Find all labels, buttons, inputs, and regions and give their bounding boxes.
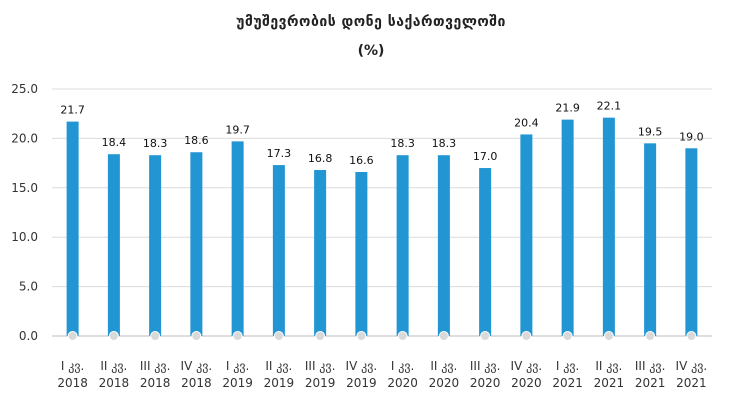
baseline-marker <box>397 331 408 341</box>
baseline-marker <box>562 331 573 341</box>
bar <box>314 170 327 336</box>
x-tick-label: 2021 <box>594 376 625 390</box>
y-axis: 0.0 5.0 10.0 15.0 20.0 25.0 <box>11 82 38 343</box>
x-tick-label: 2019 <box>305 376 336 390</box>
x-tick-label: IV კვ. <box>511 359 543 373</box>
baseline-marker <box>686 331 697 341</box>
x-tick-label: I კვ. <box>226 359 249 373</box>
x-tick-label: III კვ. <box>305 359 336 373</box>
data-label: 19.7 <box>225 123 250 136</box>
x-tick-label: III კვ. <box>470 359 501 373</box>
x-axis: I კვ. 2018 II კვ. 2018 III კვ. 2018 IV კვ. 2018… <box>57 359 707 390</box>
bar <box>231 141 244 336</box>
data-label: 17.3 <box>267 147 292 160</box>
data-label: 21.7 <box>60 104 85 117</box>
baseline-marker <box>603 331 614 341</box>
chart-subtitle: (%) <box>357 43 385 59</box>
data-label: 22.1 <box>597 100 622 113</box>
baseline-marker <box>480 331 491 341</box>
x-tick-label: II კვ. <box>430 359 457 373</box>
data-label: 18.3 <box>143 137 168 150</box>
x-tick-label: 2021 <box>676 376 707 390</box>
x-tick-label: 2020 <box>511 376 542 390</box>
x-tick-label: IV კვ. <box>346 359 378 373</box>
bar <box>479 168 492 336</box>
bar <box>437 155 450 336</box>
x-tick-label: 2018 <box>57 376 88 390</box>
x-tick-label: 2020 <box>387 376 418 390</box>
bar <box>644 143 657 336</box>
y-tick-label: 0.0 <box>19 329 38 343</box>
x-tick-label: 2019 <box>222 376 253 390</box>
x-tick-label: 2021 <box>635 376 666 390</box>
x-tick-label: I კვ. <box>391 359 414 373</box>
y-tick-label: 20.0 <box>11 131 38 145</box>
x-tick-label: II კვ. <box>100 359 127 373</box>
x-tick-label: 2018 <box>99 376 130 390</box>
bar <box>396 155 409 336</box>
gridlines <box>52 88 712 337</box>
data-label: 20.4 <box>514 116 539 129</box>
y-tick-label: 25.0 <box>11 82 38 96</box>
data-label: 18.6 <box>184 134 209 147</box>
x-tick-label: 2021 <box>552 376 583 390</box>
data-label: 21.9 <box>555 102 580 115</box>
baseline-marker <box>232 331 243 341</box>
bar <box>149 155 162 336</box>
x-tick-label: 2019 <box>264 376 295 390</box>
baseline-marker <box>438 331 449 341</box>
baseline-markers <box>67 331 697 341</box>
x-tick-label: 2018 <box>181 376 212 390</box>
bar <box>66 121 79 336</box>
bar <box>272 165 285 336</box>
baseline-marker <box>356 331 367 341</box>
baseline-marker <box>191 331 202 341</box>
x-tick-label: I კვ. <box>61 359 84 373</box>
x-tick-label: I კვ. <box>556 359 579 373</box>
baseline-marker <box>150 331 161 341</box>
baseline-marker <box>108 331 119 341</box>
data-label: 18.4 <box>102 136 127 149</box>
bar <box>602 117 615 336</box>
bar <box>520 134 533 336</box>
x-tick-label: III კვ. <box>635 359 666 373</box>
data-label: 16.8 <box>308 152 333 165</box>
x-tick-label: 2018 <box>140 376 171 390</box>
x-tick-label: II კვ. <box>595 359 622 373</box>
y-tick-label: 15.0 <box>11 181 38 195</box>
x-tick-label: IV კვ. <box>676 359 708 373</box>
baseline-marker <box>521 331 532 341</box>
baseline-marker <box>315 331 326 341</box>
bar <box>107 154 120 336</box>
bar <box>685 148 698 336</box>
data-labels: 21.7 18.4 18.3 18.6 19.7 17.3 16.8 16.6 18.3 18.3… <box>60 100 703 167</box>
x-tick-label: II კვ. <box>265 359 292 373</box>
x-tick-label: 2020 <box>429 376 460 390</box>
chart-title: უმუშევრობის დონე საქართველოში <box>236 14 506 30</box>
baseline-marker <box>273 331 284 341</box>
bar <box>561 119 574 337</box>
y-tick-label: 10.0 <box>11 230 38 244</box>
data-label: 18.3 <box>390 137 415 150</box>
bar-series <box>66 117 698 337</box>
data-label: 18.3 <box>432 137 457 150</box>
x-tick-label: IV კვ. <box>181 359 213 373</box>
bar <box>355 171 368 336</box>
data-label: 19.5 <box>638 125 663 138</box>
baseline-marker <box>645 331 656 341</box>
y-tick-label: 5.0 <box>19 280 38 294</box>
data-label: 19.0 <box>679 130 704 143</box>
x-tick-label: 2020 <box>470 376 501 390</box>
x-tick-label: III კვ. <box>140 359 171 373</box>
baseline-marker <box>67 331 78 341</box>
x-tick-label: 2019 <box>346 376 377 390</box>
data-label: 17.0 <box>473 150 498 163</box>
data-label: 16.6 <box>349 154 374 167</box>
bar <box>190 152 203 336</box>
